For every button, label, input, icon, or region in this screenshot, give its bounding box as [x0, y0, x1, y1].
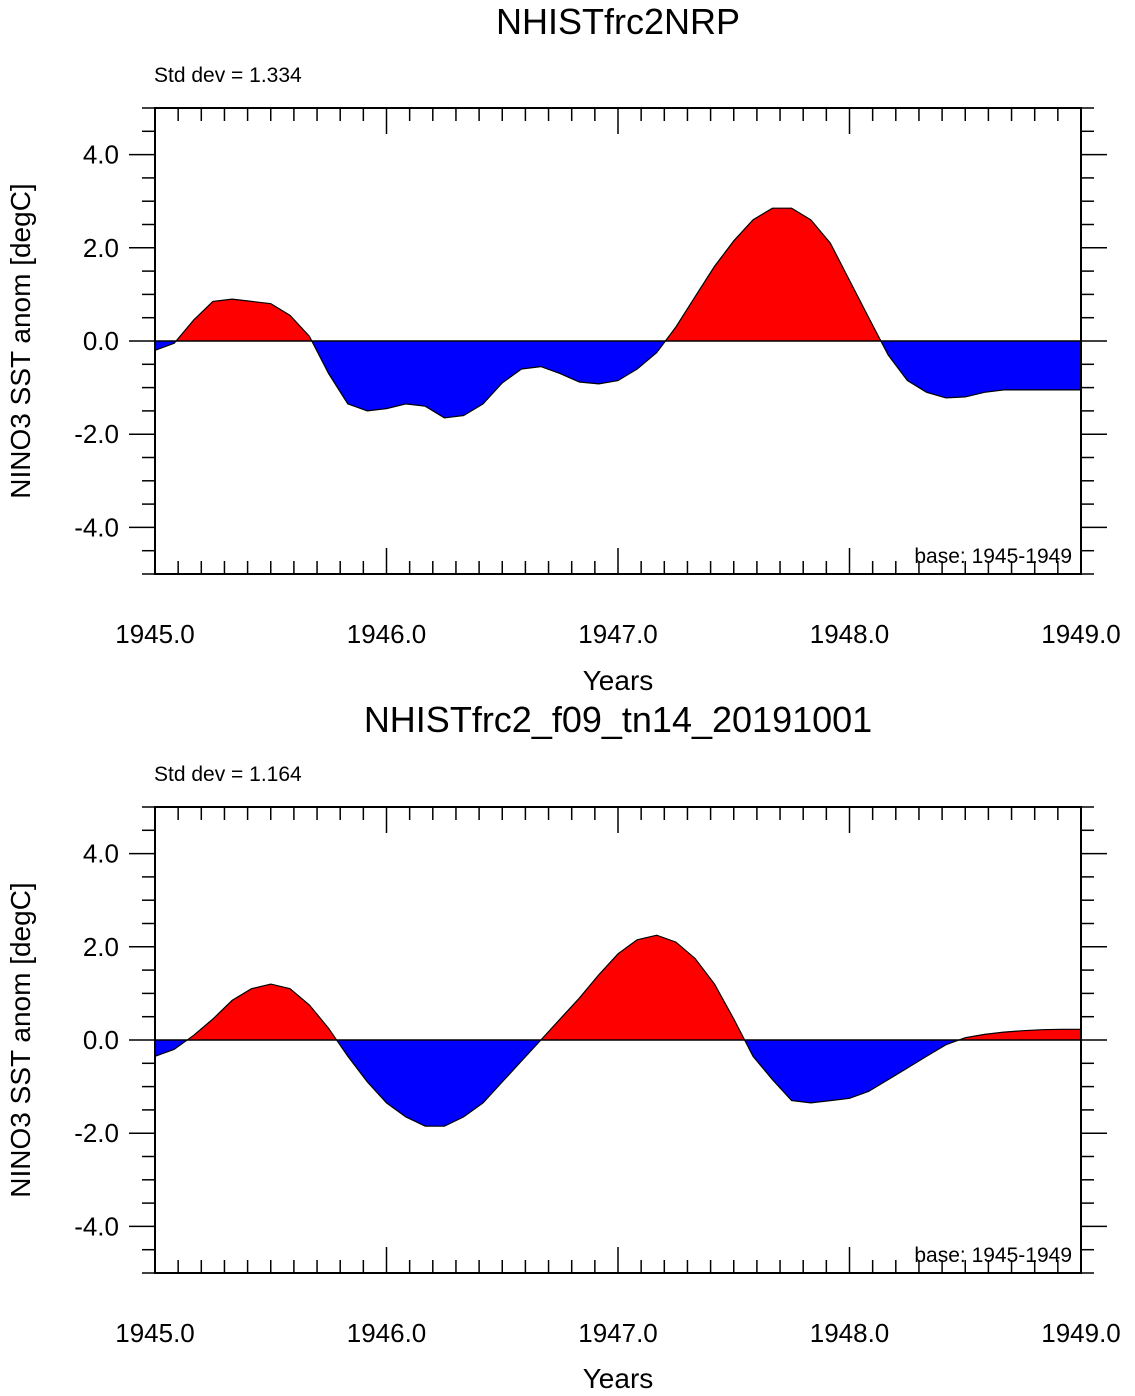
anomaly-series-line [154, 934, 1081, 1127]
chart-title: NHISTfrc2_f09_tn14_20191001 [364, 699, 872, 740]
y-tick-label: -4.0 [74, 512, 119, 542]
anomaly-series-line [154, 207, 1081, 419]
y-tick-label: 0.0 [83, 1025, 119, 1055]
y-tick-labels: -4.0 -2.0 0.0 2.0 4.0 [74, 839, 119, 1242]
positive-anomaly-area-3 [665, 208, 881, 341]
x-tick-label: 1947.0 [578, 1318, 658, 1348]
y-tick-label: -2.0 [74, 419, 119, 449]
x-tick-label: 1945.0 [115, 619, 195, 649]
x-axis-label: Years [583, 1363, 654, 1394]
y-axis-label: NINO3 SST anom [degC] [5, 882, 36, 1197]
base-label: base: 1945-1949 [914, 545, 1072, 568]
negative-anomaly-area-2 [311, 341, 666, 418]
y-axis-label: NINO3 SST anom [degC] [5, 183, 36, 498]
anomaly-fill-group [154, 934, 1081, 1127]
base-label: base: 1945-1949 [914, 1244, 1072, 1267]
y-tick-label: 0.0 [83, 326, 119, 356]
x-tick-label: 1949.0 [1041, 1318, 1121, 1348]
chart-panel-top: NHISTfrc2NRP Std dev = 1.334 base: 1945-… [5, 1, 1121, 696]
x-tick-label: 1946.0 [347, 1318, 427, 1348]
tick-marks [129, 806, 1107, 1274]
x-axis-label: Years [583, 665, 654, 696]
positive-anomaly-area-3 [540, 935, 745, 1040]
y-tick-labels: -4.0 -2.0 0.0 2.0 4.0 [74, 140, 119, 543]
chart-title: NHISTfrc2NRP [496, 1, 740, 42]
y-tick-label: -2.0 [74, 1118, 119, 1148]
negative-anomaly-area-4 [880, 341, 1081, 398]
x-tick-label: 1946.0 [347, 619, 427, 649]
stddev-label: Std dev = 1.334 [154, 64, 302, 87]
anomaly-fill-group [154, 207, 1081, 419]
x-tick-label: 1945.0 [115, 1318, 195, 1348]
y-tick-label: 4.0 [83, 839, 119, 869]
x-tick-label: 1948.0 [810, 1318, 890, 1348]
tick-marks [129, 107, 1107, 575]
x-tick-label: 1948.0 [810, 619, 890, 649]
x-tick-labels: 1945.0 1946.0 1947.0 1948.0 1949.0 [115, 619, 1121, 649]
positive-anomaly-area-1 [176, 299, 312, 341]
y-tick-label: -4.0 [74, 1211, 119, 1241]
x-tick-label: 1947.0 [578, 619, 658, 649]
positive-anomaly-area-5 [958, 1029, 1081, 1040]
stddev-label: Std dev = 1.164 [154, 763, 302, 786]
x-tick-label: 1949.0 [1041, 619, 1121, 649]
y-tick-label: 2.0 [83, 233, 119, 263]
chart-panel-bottom: NHISTfrc2_f09_tn14_20191001 Std dev = 1.… [5, 699, 1121, 1394]
x-tick-labels: 1945.0 1946.0 1947.0 1948.0 1949.0 [115, 1318, 1121, 1348]
y-tick-label: 2.0 [83, 932, 119, 962]
negative-anomaly-area-4 [744, 1040, 959, 1103]
negative-anomaly-area-2 [336, 1040, 541, 1127]
y-tick-label: 4.0 [83, 140, 119, 170]
positive-anomaly-area-1 [187, 984, 337, 1040]
negative-anomaly-area-0 [155, 1040, 188, 1057]
